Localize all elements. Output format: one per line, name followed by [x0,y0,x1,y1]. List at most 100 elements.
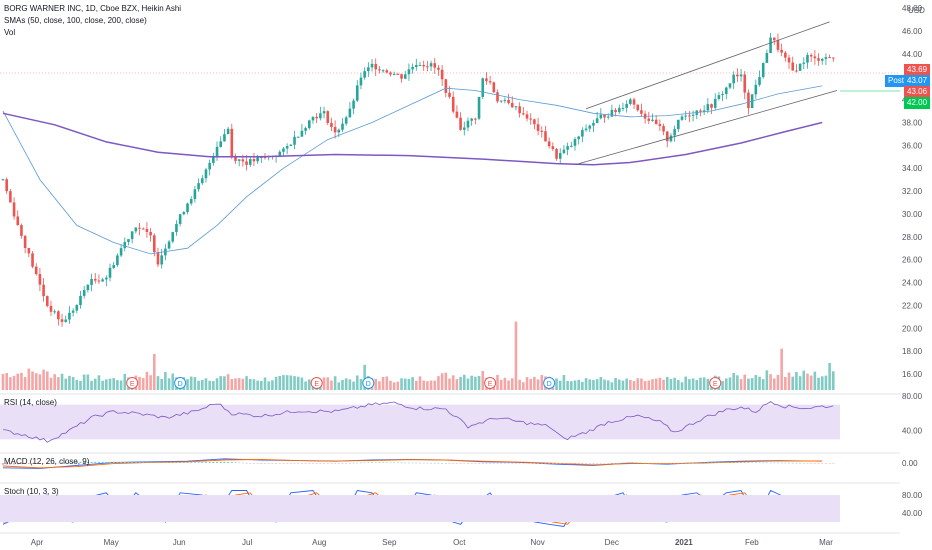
candle-body [680,116,684,120]
candle-body [119,248,123,256]
volume-bar [156,376,160,390]
volume-bar [93,378,97,390]
volume-bar [743,374,747,390]
candle-body [603,114,606,118]
volume-bar [606,380,610,390]
macd-histogram-bar [466,463,469,464]
candle-body [34,266,38,275]
candle-body [237,159,241,161]
candle-body [145,228,149,232]
candle-body [662,125,665,132]
macd-histogram-bar [463,463,466,464]
macd-histogram-bar [116,461,119,463]
macd-histogram-bar [212,461,215,463]
symbol-title[interactable]: BORG WARNER INC, 1D, Cboe BZX, Heikin As… [4,4,182,13]
candle-body [570,145,573,147]
macd-histogram-bar [791,462,794,464]
macd-histogram-bar [551,463,554,464]
volume-bar [241,378,245,390]
volume-bar [34,373,38,390]
macd-histogram-bar [97,461,100,463]
candle-body [481,78,485,97]
macd-histogram-bar [193,462,196,463]
macd-histogram-bar [474,463,477,464]
volume-bar [234,378,237,390]
macd-histogram-bar [666,463,669,464]
candle-body [492,82,496,93]
candle-body [389,72,392,75]
volume-bar [522,382,525,390]
macd-histogram-bar [765,462,768,464]
price-tick-label: 18.00 [902,347,923,356]
stoch-legend[interactable]: Stoch (10, 3, 3) [4,487,59,496]
candle-body [625,103,628,108]
candle-body [256,157,259,162]
volume-bar [60,373,64,390]
candle-body [355,85,359,101]
macd-histogram-bar [345,463,348,464]
macd-histogram-bar [278,463,281,464]
price-tick-label: 22.00 [902,301,923,310]
volume-bar [654,378,658,390]
event-marker-label: E [314,381,319,388]
macd-histogram-bar [61,462,64,464]
macd-histogram-bar [625,462,628,464]
event-marker-label: E [713,381,718,388]
candle-body [426,66,429,68]
candle-body [212,156,215,163]
candle-body [769,37,772,53]
rsi-tick-label: 80.00 [902,392,923,401]
candle-body [717,95,721,99]
dividend-marker [174,377,187,389]
candle-body [429,63,433,67]
rsi-band [0,404,840,440]
macd-histogram-bar [367,462,370,463]
macd-histogram-bar [503,463,506,464]
candle-body [153,235,156,253]
volume-bar [610,382,614,390]
channel-upper-line [585,21,830,110]
macd-histogram-bar [452,463,455,464]
volume-legend[interactable]: Vol [4,28,16,37]
volume-bar [123,373,127,390]
macd-histogram-bar [717,462,720,463]
event-marker-label: D [547,381,552,388]
candle-body [817,58,820,61]
macd-histogram-bar [721,462,724,463]
volume-bar [459,376,462,390]
level-price-tag: 42.00 [904,97,931,109]
candle-body [411,66,414,70]
volume-bar [337,382,341,390]
time-tick-label: Jul [242,538,252,547]
stoch-k-line [2,489,830,527]
volume-bar [101,380,104,390]
volume-bar [625,378,628,390]
volume-bar [230,379,234,390]
macd-histogram-bar [496,463,499,464]
macd-histogram-bar [566,463,569,464]
macd-histogram-bar [371,462,374,463]
sma-legend[interactable]: SMAs (50, close, 100, close, 200, close) [4,16,147,25]
macd-histogram-bar [644,462,647,464]
volume-bar [603,379,606,390]
volume-bar [245,376,248,390]
macd-legend[interactable]: MACD (12, 26, close, 9) [4,457,90,466]
macd-histogram-bar [470,463,473,464]
macd-histogram-bar [190,462,193,463]
candle-body [691,114,695,116]
candle-body [474,118,477,120]
candle-body [315,116,318,119]
macd-histogram-bar [492,463,495,464]
candle-body [49,305,53,312]
volume-bar [9,377,12,390]
rsi-legend[interactable]: RSI (14, close) [4,398,57,407]
macd-histogram-bar [828,463,831,464]
macd-histogram-bar [282,463,285,464]
volume-bar [415,380,418,390]
volume-bar [677,380,680,390]
candle-body [64,319,68,322]
candle-body [200,178,204,184]
macd-histogram-bar [385,462,388,464]
candle-body [824,57,828,59]
